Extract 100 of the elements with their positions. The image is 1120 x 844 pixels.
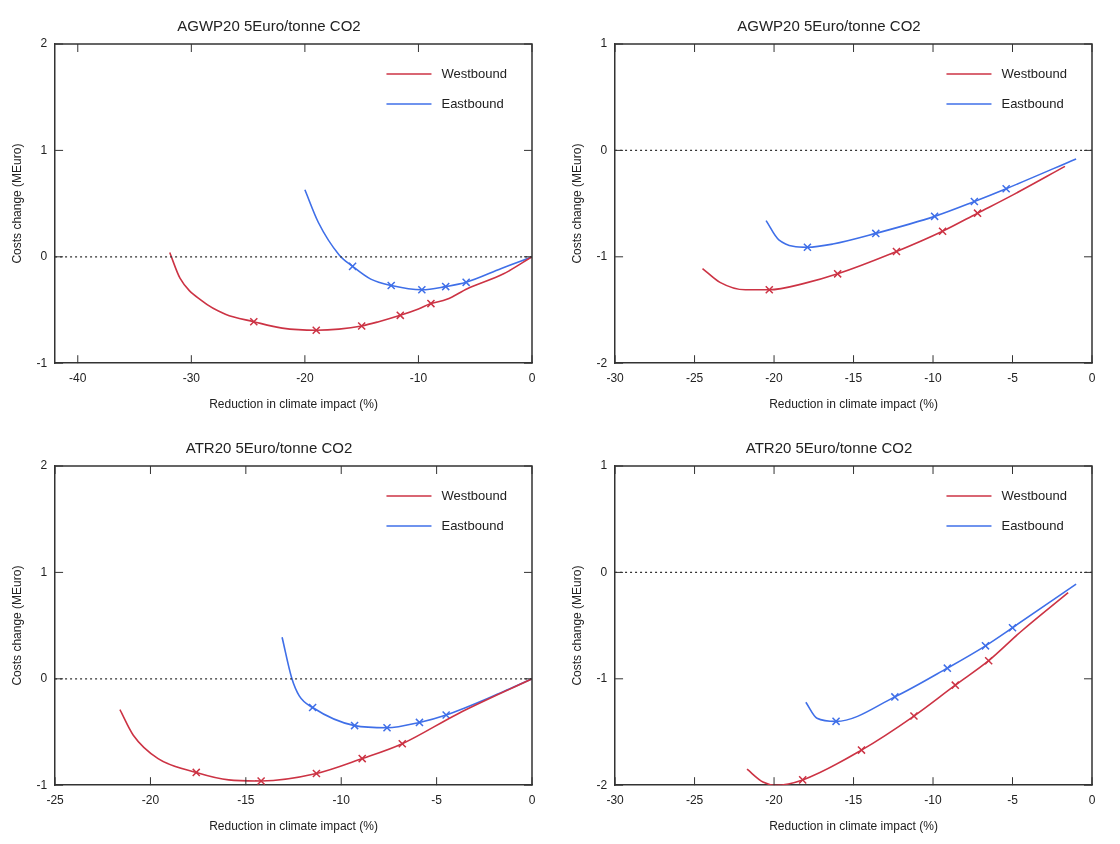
point <box>943 663 952 673</box>
point <box>803 242 812 252</box>
x-tick-label: -15 <box>237 792 255 807</box>
x-tick-label: -5 <box>1007 370 1019 385</box>
point <box>350 721 359 730</box>
x-tick-label: -10 <box>924 792 943 807</box>
point <box>441 710 451 720</box>
line-series <box>746 591 1069 786</box>
x-tick-label: 0 <box>528 370 536 385</box>
legend-label: Westbound <box>1001 487 1067 503</box>
point <box>938 226 947 236</box>
x-tick-label: -10 <box>409 370 428 385</box>
x-tick-label: -30 <box>606 792 625 807</box>
x-axis-title: Reduction in climate impact (%) <box>209 397 378 412</box>
legend-label: Eastbound <box>1001 95 1064 111</box>
x-axis-title: Reduction in climate impact (%) <box>769 819 938 834</box>
x-tick-label: -10 <box>924 370 943 385</box>
y-tick-label: -1 <box>596 249 608 264</box>
legend-label: Westbound <box>441 65 507 81</box>
point <box>386 281 396 290</box>
y-tick-label: 1 <box>600 458 608 473</box>
x-tick-label: -5 <box>431 792 443 807</box>
y-tick-label: -2 <box>596 355 608 370</box>
point <box>871 229 881 238</box>
line-series <box>805 583 1077 723</box>
legend-label: Eastbound <box>1001 517 1064 533</box>
point <box>312 769 321 778</box>
point <box>441 282 450 291</box>
x-tick-label: -5 <box>1007 792 1019 807</box>
legend-label: Eastbound <box>441 517 504 533</box>
point <box>833 269 842 279</box>
point <box>417 285 427 295</box>
x-tick-label: -25 <box>685 370 704 385</box>
y-tick-label: -1 <box>36 355 48 370</box>
chart-title: ATR20 5Euro/tonne CO2 <box>185 439 353 457</box>
y-tick-label: 1 <box>40 564 48 579</box>
point <box>970 197 979 206</box>
point <box>461 278 471 287</box>
chart-title: AGWP20 5Euro/tonne CO2 <box>737 17 921 35</box>
y-tick-label: -2 <box>596 777 608 792</box>
point <box>357 321 366 331</box>
x-tick-label: -15 <box>844 792 863 807</box>
point <box>951 680 960 690</box>
point <box>857 745 866 755</box>
x-axis-title: Reduction in climate impact (%) <box>209 819 378 834</box>
x-tick-label: 0 <box>1088 370 1096 385</box>
y-axis-title: Costs change (MEuro) <box>9 565 24 686</box>
x-axis-title: Reduction in climate impact (%) <box>769 397 938 412</box>
point <box>382 723 392 733</box>
y-tick-label: -1 <box>36 777 48 792</box>
x-tick-label: 0 <box>528 792 536 807</box>
y-tick-label: 1 <box>600 36 608 51</box>
legend-label: Eastbound <box>441 95 504 111</box>
chart-title: ATR20 5Euro/tonne CO2 <box>745 439 913 457</box>
point <box>892 247 901 256</box>
line-series <box>765 158 1077 249</box>
point <box>1008 623 1017 633</box>
point <box>256 776 266 786</box>
y-tick-label: 0 <box>600 564 608 579</box>
y-tick-label: 0 <box>40 671 48 686</box>
point <box>249 317 259 326</box>
point <box>357 754 367 763</box>
y-tick-label: 0 <box>600 142 608 157</box>
x-tick-label: -20 <box>765 370 784 385</box>
point <box>831 717 841 726</box>
point <box>311 325 321 335</box>
y-tick-label: 2 <box>40 458 48 473</box>
y-tick-label: 2 <box>40 36 48 51</box>
point <box>191 768 201 777</box>
point <box>973 208 982 218</box>
point <box>308 703 317 712</box>
y-tick-label: 1 <box>40 142 48 157</box>
x-tick-label: -20 <box>765 792 784 807</box>
x-tick-label: -20 <box>296 370 314 385</box>
point <box>415 718 424 727</box>
y-axis-title: Costs change (MEuro) <box>9 143 24 264</box>
x-tick-label: 0 <box>1088 792 1096 807</box>
legend-label: Westbound <box>441 487 507 503</box>
x-tick-label: -40 <box>69 370 87 385</box>
point <box>930 212 939 221</box>
line-series <box>168 251 532 332</box>
point <box>890 692 900 702</box>
point <box>426 299 436 308</box>
x-tick-label: -30 <box>606 370 625 385</box>
line-series <box>701 165 1066 291</box>
point <box>909 711 919 721</box>
point <box>1001 184 1011 193</box>
point <box>397 739 407 748</box>
legend-label: Westbound <box>1001 65 1067 81</box>
y-axis-title: Costs change (MEuro) <box>569 143 584 264</box>
x-tick-label: -10 <box>332 792 351 807</box>
line-series <box>281 636 532 729</box>
point <box>981 641 990 651</box>
line-series <box>119 678 532 782</box>
point <box>764 285 774 295</box>
y-tick-label: 0 <box>40 249 48 264</box>
point <box>395 311 405 320</box>
line-series <box>304 188 532 291</box>
point <box>798 775 807 785</box>
point <box>984 656 993 665</box>
